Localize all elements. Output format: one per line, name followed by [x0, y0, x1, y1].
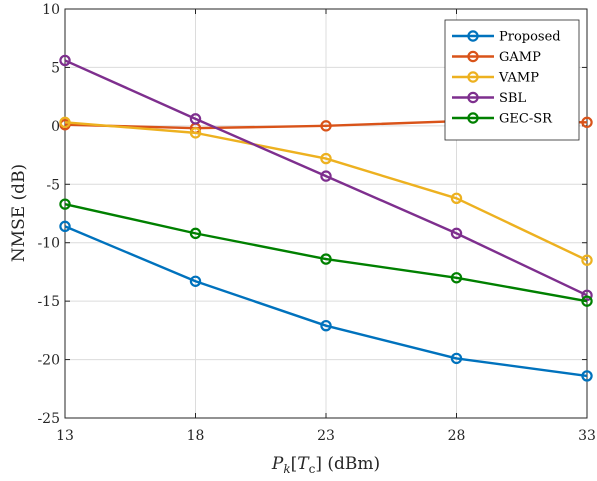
- legend: Proposed GAMP VAMP SBL GEC-SR: [445, 20, 579, 140]
- x-tick-label: 28: [448, 428, 466, 444]
- y-axis-label: NMSE (dB): [9, 164, 29, 262]
- legend-label-proposed: Proposed: [499, 30, 561, 45]
- x-tick-label: 23: [317, 428, 335, 444]
- x-label-unit: (dBm): [322, 454, 380, 474]
- legend-label-sbl: SBL: [499, 91, 526, 106]
- x-tick-label: 13: [56, 428, 74, 444]
- y-tick-label: 10: [42, 2, 60, 18]
- legend-label-vamp: VAMP: [498, 71, 539, 86]
- x-label-bracket-close: ]: [315, 454, 322, 474]
- x-label-bracket-open: [: [291, 454, 298, 474]
- y-tick-label: -20: [37, 353, 60, 369]
- x-tick-label: 33: [578, 428, 596, 444]
- y-tick-label: -5: [46, 177, 60, 193]
- y-tick-label: -15: [37, 294, 60, 310]
- y-tick-label: 5: [51, 60, 60, 76]
- legend-label-gamp: GAMP: [499, 50, 541, 65]
- x-axis-label: Pk[Tc] (dBm): [271, 454, 380, 476]
- y-tick-label: -25: [37, 411, 60, 427]
- x-tick-label: 18: [187, 428, 205, 444]
- y-tick-label: -10: [37, 236, 60, 252]
- legend-label-gec-sr: GEC-SR: [499, 112, 553, 127]
- y-tick-label: 0: [51, 119, 60, 135]
- x-label-p: P: [271, 454, 284, 474]
- x-label-sub-k: k: [283, 462, 290, 476]
